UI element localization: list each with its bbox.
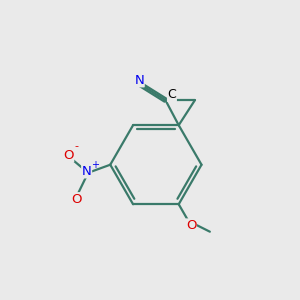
Text: -: -	[74, 141, 78, 151]
Text: C: C	[168, 88, 176, 101]
Text: O: O	[71, 193, 82, 206]
Text: +: +	[91, 160, 99, 170]
Text: O: O	[186, 219, 196, 232]
Text: N: N	[134, 74, 144, 87]
Text: O: O	[63, 148, 74, 162]
Text: N: N	[82, 165, 92, 178]
